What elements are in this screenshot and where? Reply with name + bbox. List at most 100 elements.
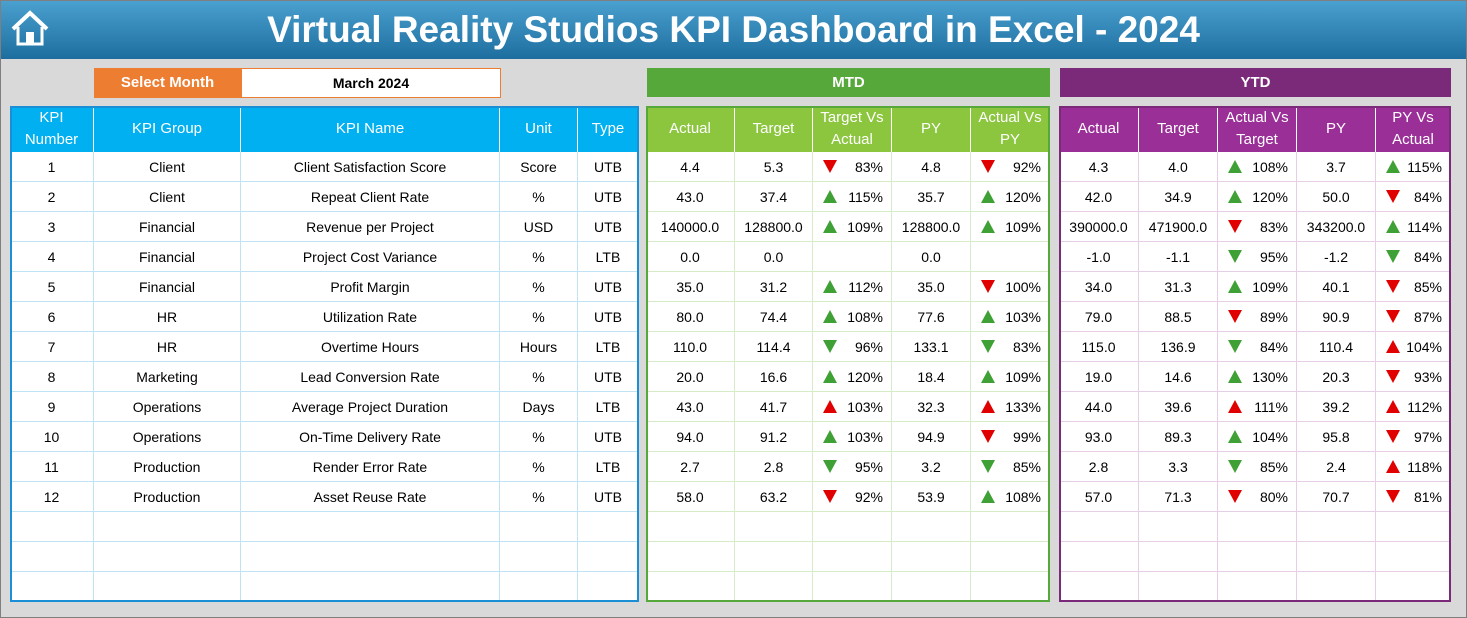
status-arrow (981, 190, 995, 203)
empty-cell (1376, 542, 1451, 572)
percent-value: 115% (1407, 158, 1442, 175)
empty-cell (1376, 572, 1451, 602)
empty-cell (241, 512, 500, 542)
status-arrow (823, 310, 837, 323)
percent-value: 118% (1407, 458, 1442, 475)
status-arrow (1228, 400, 1242, 413)
table-cell: 35.7 (892, 182, 971, 212)
table-cell: 0.0 (735, 242, 813, 272)
percent-value: 83% (1259, 218, 1288, 235)
empty-cell (892, 512, 971, 542)
table-cell: UTB (578, 272, 639, 302)
table-cell: 110.0 (646, 332, 735, 362)
table-cell: UTB (578, 152, 639, 182)
table-cell: UTB (578, 302, 639, 332)
table-cell: 0.0 (646, 242, 735, 272)
column-header: Target Vs Actual (813, 106, 892, 152)
status-cell: 130% (1218, 362, 1297, 392)
status-arrow (1228, 250, 1242, 263)
empty-cell (241, 542, 500, 572)
month-select[interactable]: March 2024 (241, 68, 501, 98)
table-cell: % (500, 242, 578, 272)
status-cell: 100% (971, 272, 1050, 302)
table-cell: 128800.0 (735, 212, 813, 242)
table-cell: 42.0 (1059, 182, 1139, 212)
table-cell: 18.4 (892, 362, 971, 392)
table-cell: Utilization Rate (241, 302, 500, 332)
empty-cell (241, 572, 500, 602)
empty-cell (94, 572, 241, 602)
empty-cell (813, 572, 892, 602)
table-cell: 91.2 (735, 422, 813, 452)
empty-cell (1059, 512, 1139, 542)
home-icon[interactable] (9, 9, 51, 47)
table-cell: % (500, 452, 578, 482)
table-cell: 2.8 (1059, 452, 1139, 482)
empty-cell (971, 542, 1050, 572)
percent-value: 100% (1005, 278, 1041, 295)
empty-cell (500, 542, 578, 572)
table-cell: % (500, 482, 578, 512)
status-arrow (823, 490, 837, 503)
empty-cell (971, 572, 1050, 602)
empty-cell (1059, 572, 1139, 602)
percent-value: 114% (1407, 218, 1442, 235)
table-body (646, 106, 1050, 602)
column-header: Unit (500, 106, 578, 152)
status-arrow (1228, 490, 1242, 503)
table-cell: 94.9 (892, 422, 971, 452)
empty-cell (892, 542, 971, 572)
table-cell: 79.0 (1059, 302, 1139, 332)
table-cell: 31.2 (735, 272, 813, 302)
empty-cell (10, 512, 94, 542)
status-arrow (823, 160, 837, 173)
table-cell: 2 (10, 182, 94, 212)
status-arrow (823, 430, 837, 443)
status-arrow (1228, 310, 1242, 323)
table-cell: 37.4 (735, 182, 813, 212)
table-cell: 343200.0 (1297, 212, 1376, 242)
empty-cell (646, 512, 735, 542)
table-cell: 41.7 (735, 392, 813, 422)
status-cell: 109% (971, 362, 1050, 392)
table-cell: LTB (578, 452, 639, 482)
column-header: Actual (1059, 106, 1139, 152)
percent-value: 120% (847, 368, 883, 385)
table-cell: 115.0 (1059, 332, 1139, 362)
status-arrow (981, 460, 995, 473)
table-cell: UTB (578, 422, 639, 452)
column-header: Target (735, 106, 813, 152)
table-cell: 32.3 (892, 392, 971, 422)
status-cell: 83% (1218, 212, 1297, 242)
percent-value: 84% (1413, 188, 1442, 205)
status-arrow (823, 460, 837, 473)
table-cell: 34.9 (1139, 182, 1218, 212)
status-arrow (823, 220, 837, 233)
empty-cell (500, 512, 578, 542)
table-cell: 93.0 (1059, 422, 1139, 452)
percent-value: 109% (847, 218, 883, 235)
status-arrow (1386, 400, 1400, 413)
column-header: KPI Group (94, 106, 241, 152)
table-cell: UTB (578, 182, 639, 212)
percent-value: 84% (1259, 338, 1288, 355)
table-cell: 4 (10, 242, 94, 272)
table-cell: 4.0 (1139, 152, 1218, 182)
table-cell: HR (94, 302, 241, 332)
status-cell: 115% (813, 182, 892, 212)
table-cell: Days (500, 392, 578, 422)
table-cell: Profit Margin (241, 272, 500, 302)
table-cell: 2.8 (735, 452, 813, 482)
table-cell: Operations (94, 392, 241, 422)
status-arrow (823, 400, 837, 413)
status-cell: 120% (971, 182, 1050, 212)
title-bar: Virtual Reality Studios KPI Dashboard in… (1, 1, 1466, 59)
empty-cell (646, 542, 735, 572)
table-cell: Project Cost Variance (241, 242, 500, 272)
table-cell: 34.0 (1059, 272, 1139, 302)
table-cell: 31.3 (1139, 272, 1218, 302)
status-cell: 83% (971, 332, 1050, 362)
status-cell: 109% (971, 212, 1050, 242)
status-cell: 95% (813, 452, 892, 482)
percent-value: 109% (1252, 278, 1288, 295)
